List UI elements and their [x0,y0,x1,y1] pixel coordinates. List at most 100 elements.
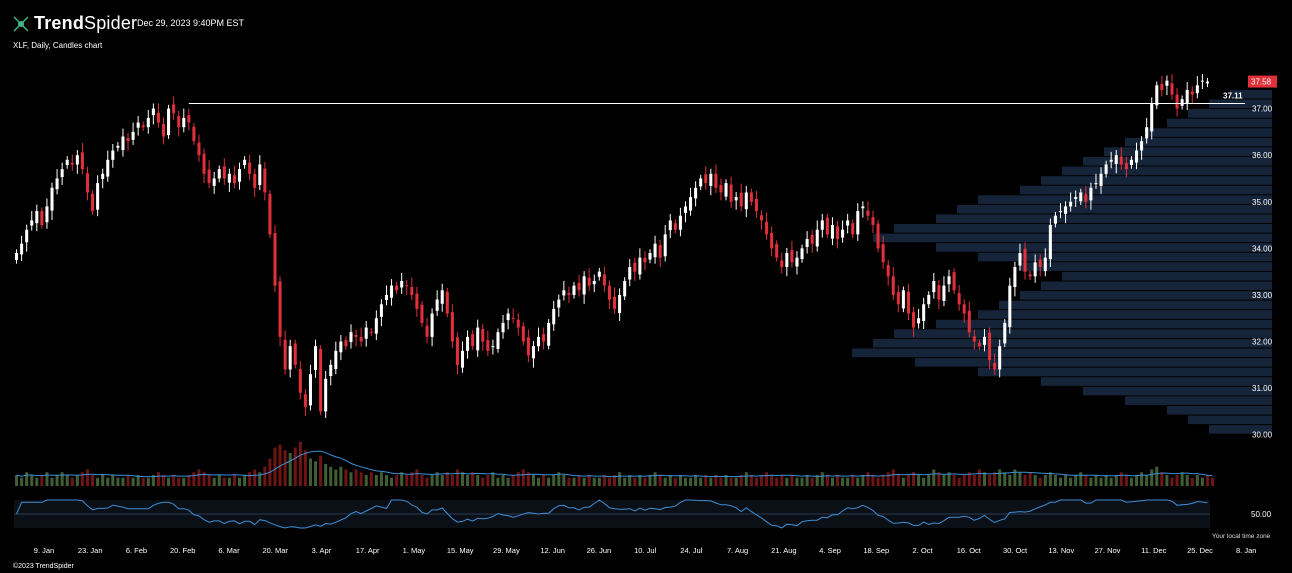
candle-body [901,290,905,309]
time-axis[interactable]: 9. Jan 23. Jan 6. Feb 20. Feb 6. Mar 20. Mar 3… [34,546,1257,555]
candle [349,324,353,349]
candle-body [871,217,875,226]
volume-bar [390,477,394,486]
candle-body [151,108,155,116]
candle [912,307,916,337]
candle-body [638,257,642,275]
candle-body [1205,81,1209,84]
volume-bar [633,477,637,486]
time-tick-label: 24. Jul [680,546,702,555]
candle-body [106,159,110,177]
volume-profile-bar [978,367,1272,377]
volume-bar [460,472,465,486]
candle-body [141,125,145,128]
time-tick-label: 8. Jan [1236,546,1256,555]
candle [146,109,150,134]
timezone-note[interactable]: Your local time zone [1212,533,1271,540]
volume-bar [212,477,216,486]
volume-bar [876,477,880,486]
candle-body [531,346,535,359]
candle-body [1079,192,1083,202]
candle-body [815,229,819,247]
candle-body [91,193,95,212]
volume-bar [830,477,834,486]
candle-body [1114,155,1118,165]
volume-bar [217,475,221,486]
volume-bar [364,475,368,486]
volume-bar [967,472,971,486]
brand-logo[interactable]: TrendSpider [12,13,137,34]
volume-profile-bar [1041,377,1272,386]
candle-body [668,220,672,231]
candle-body [511,317,515,319]
candle-body [319,348,323,412]
volume-bar [319,455,323,486]
candle-body [192,126,196,142]
volume-bar [25,472,29,486]
candle [1109,151,1113,169]
candle-body [222,166,226,179]
candle [805,231,809,254]
volume-bar [744,472,748,486]
candle-body [400,280,404,288]
candle-body [678,215,682,230]
candle [1140,136,1144,160]
candle [207,160,211,189]
candle-body [633,262,637,272]
candle-body [420,304,424,323]
candle [288,339,292,378]
candle-body [25,229,29,243]
candle-body [516,319,520,328]
candle-body [415,293,419,309]
candle [1069,192,1073,212]
time-tick-label: 27. Nov [1095,546,1121,555]
candle-body [253,173,257,188]
candle [1190,86,1194,104]
volume-bar [232,475,236,486]
volume-bar [455,469,459,486]
volume-bar [557,472,561,486]
candle [531,341,535,368]
volume-bar [440,475,444,486]
candle [932,273,936,299]
volume-bar [182,477,186,486]
candle-body [1074,197,1078,199]
candle [1114,150,1118,174]
candle-body [891,276,895,295]
candle-body [30,220,34,226]
volume-bar [476,475,480,486]
candle [567,286,571,303]
chart-subtitle: XLF, Daily, Candles chart [13,41,103,50]
candle [876,219,880,253]
volume-bar [70,477,74,486]
candle [982,328,987,352]
candle [111,143,115,168]
price-axis[interactable]: 30.00 31.00 32.00 33.00 34.00 35.00 36.00 37.00 [1252,105,1273,440]
volume-bar [922,477,926,486]
candle-body [232,175,236,184]
candle-body [455,337,459,365]
candle-body [65,159,69,165]
candle-body [988,332,992,361]
candle [673,219,677,234]
volume-bar [55,475,59,486]
candle [65,156,69,169]
volume-bar [993,472,997,486]
candle [232,165,236,189]
candle [85,166,90,201]
volume-bar [1064,475,1068,486]
candle [1180,95,1184,110]
candle [962,299,966,323]
candle-body [912,312,916,328]
candle-body [886,265,890,277]
volume-bar [719,477,723,486]
candle-body [830,225,834,239]
candle-body [116,145,120,148]
candle-body [810,234,814,244]
time-tick-label: 1. May [403,546,426,555]
candle-body [496,332,500,349]
candle-body [364,327,368,339]
volume-bar [521,469,525,486]
candle [866,201,870,221]
